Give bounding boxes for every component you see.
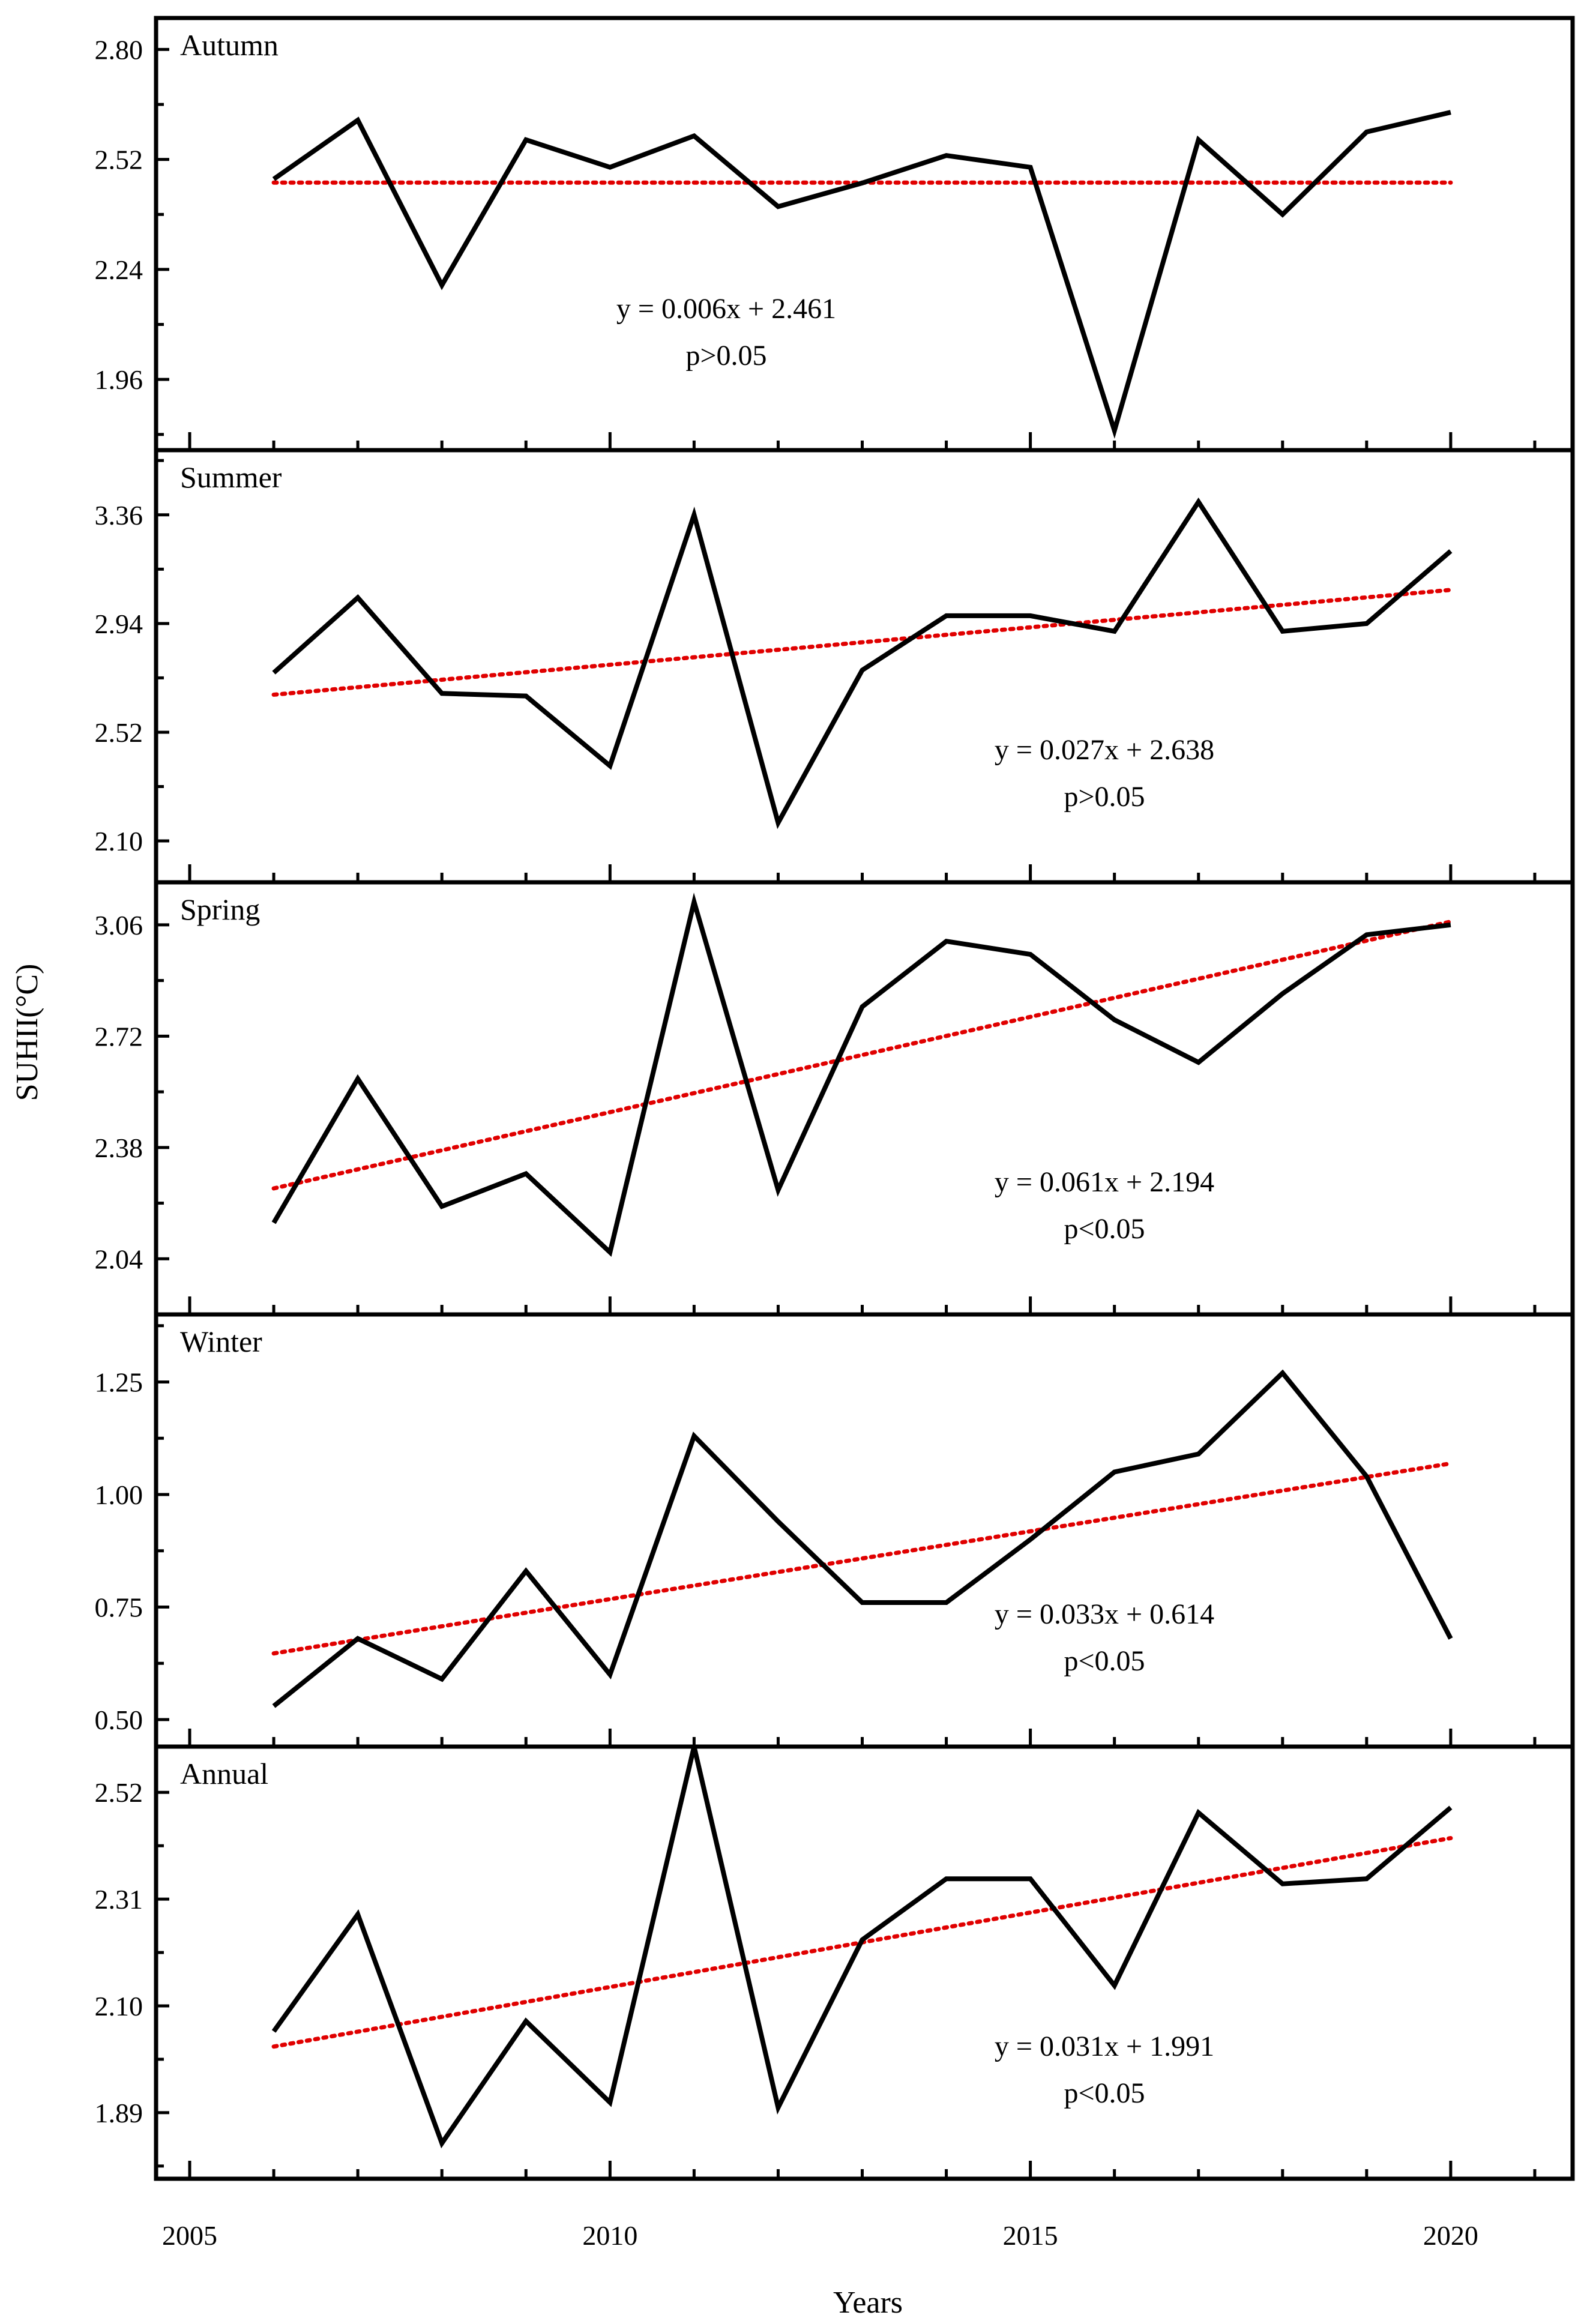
data-series-line bbox=[272, 497, 1453, 829]
y-tick-label: 2.04 bbox=[95, 1244, 143, 1274]
trend-line bbox=[271, 919, 1453, 1191]
y-tick-label: 2.72 bbox=[95, 1021, 143, 1052]
panel-label: Annual bbox=[180, 1757, 268, 1790]
y-tick-label: 2.52 bbox=[95, 1777, 143, 1808]
panel-label: Winter bbox=[180, 1325, 262, 1358]
y-tick-label: 2.10 bbox=[95, 826, 143, 856]
y-tick-label: 2.94 bbox=[95, 609, 143, 639]
significance-label: p>0.05 bbox=[1064, 781, 1145, 813]
trend-equation: y = 0.031x + 1.991 bbox=[995, 2030, 1214, 2062]
trend-line bbox=[271, 1461, 1453, 1656]
y-tick-label: 2.31 bbox=[95, 1884, 143, 1915]
y-tick-label: 1.96 bbox=[95, 364, 143, 395]
panel-label: Spring bbox=[180, 893, 260, 926]
y-tick-label: 3.06 bbox=[95, 910, 143, 941]
trend-equation: y = 0.027x + 2.638 bbox=[995, 734, 1214, 766]
panel-frame bbox=[154, 1744, 1575, 2181]
trend-equation: y = 0.033x + 0.614 bbox=[995, 1598, 1214, 1630]
trend-equation: y = 0.006x + 2.461 bbox=[616, 293, 836, 325]
data-series-line bbox=[272, 1369, 1453, 1708]
y-tick-label: 2.80 bbox=[95, 34, 143, 65]
data-series-line bbox=[271, 893, 1451, 1257]
x-tick-label: 2020 bbox=[1423, 2220, 1478, 2251]
y-axis-title: SUHII(°C) bbox=[10, 964, 44, 1101]
y-tick-label: 2.38 bbox=[95, 1133, 143, 1163]
panel-label: Summer bbox=[180, 460, 282, 494]
panel-winter: 0.50 0.75 1.00 1.25 Winter y = 0.033x + 0.614… bbox=[95, 1312, 1575, 1749]
y-tick-label: 1.00 bbox=[95, 1480, 143, 1510]
significance-label: p<0.05 bbox=[1064, 2077, 1145, 2109]
panel-frame bbox=[154, 16, 1575, 453]
panel-frame bbox=[154, 1312, 1575, 1749]
panel-spring: 2.04 2.38 2.72 3.06 Spring y = 0.061x + 2.194… bbox=[95, 880, 1575, 1317]
trend-line bbox=[271, 588, 1453, 697]
y-tick-label: 2.52 bbox=[95, 145, 143, 175]
y-tick-label: 0.75 bbox=[95, 1592, 143, 1623]
y-tick-label: 3.36 bbox=[95, 500, 143, 531]
trend-equation: y = 0.061x + 2.194 bbox=[995, 1166, 1214, 1198]
x-tick-labels: 2005 2010 2015 2020 bbox=[162, 2220, 1478, 2251]
y-tick-label: 1.89 bbox=[95, 2098, 143, 2128]
data-series-line bbox=[271, 1746, 1453, 2149]
data-series-line bbox=[272, 110, 1451, 439]
x-tick-label: 2015 bbox=[1003, 2220, 1058, 2251]
significance-label: p<0.05 bbox=[1064, 1645, 1145, 1677]
panel-autumn: 1.96 2.24 2.52 2.80 Autumn y = 0.006x + 2.461… bbox=[95, 16, 1575, 453]
significance-label: p>0.05 bbox=[685, 340, 766, 372]
y-tick-label: 2.10 bbox=[95, 1991, 143, 2021]
x-tick-label: 2010 bbox=[582, 2220, 637, 2251]
y-tick-label: 2.52 bbox=[95, 717, 143, 748]
x-tick-label: 2005 bbox=[162, 2220, 217, 2251]
panel-summer: 2.10 2.52 2.94 3.36 Summer y = 0.027x + 2.638… bbox=[95, 448, 1575, 885]
panel-label: Autumn bbox=[180, 28, 279, 62]
significance-label: p<0.05 bbox=[1064, 1213, 1145, 1245]
x-axis-title: Years bbox=[833, 2286, 903, 2320]
y-tick-label: 2.24 bbox=[95, 254, 143, 285]
y-tick-label: 1.25 bbox=[95, 1367, 143, 1398]
panels: 1.96 2.24 2.52 2.80 Autumn y = 0.006x + 2.461… bbox=[95, 16, 1575, 2181]
y-tick-label: 0.50 bbox=[95, 1705, 143, 1735]
panel-annual: 1.89 2.10 2.31 2.52 Annual y = 0.031x + 1.991… bbox=[95, 1744, 1575, 2181]
